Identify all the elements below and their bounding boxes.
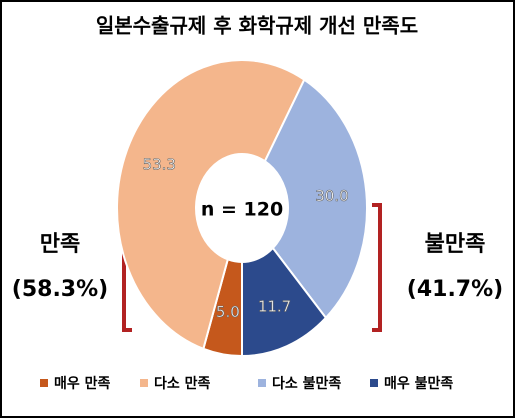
legend-label: 다소 불만족 — [272, 376, 341, 392]
legend-marker — [370, 379, 378, 387]
value-label: 53.3 — [143, 155, 176, 173]
value-label: 11.7 — [258, 297, 291, 315]
chart-title: 일본수출규제 후 화학규제 개선 만족도 — [96, 14, 418, 38]
donut-slice — [263, 78, 368, 320]
legend-label: 다소 만족 — [154, 376, 211, 392]
right-bracket — [372, 203, 382, 332]
legend-marker — [258, 379, 266, 387]
annotation-label: 만족 — [40, 232, 80, 257]
donut-slice — [241, 246, 328, 358]
legend-label: 매우 만족 — [54, 376, 111, 392]
legend-marker — [140, 379, 148, 387]
annotation-label: 불만족 — [425, 232, 486, 257]
annotation-value: (41.7%) — [407, 277, 503, 302]
legend-label: 매우 불만족 — [384, 376, 453, 392]
annotation-value: (58.3%) — [12, 277, 108, 302]
center-label: n = 120 — [201, 199, 283, 221]
value-label: 5.0 — [216, 303, 240, 321]
value-label: 30.0 — [315, 187, 348, 205]
legend-marker — [40, 379, 48, 387]
donut-slice — [116, 59, 306, 351]
